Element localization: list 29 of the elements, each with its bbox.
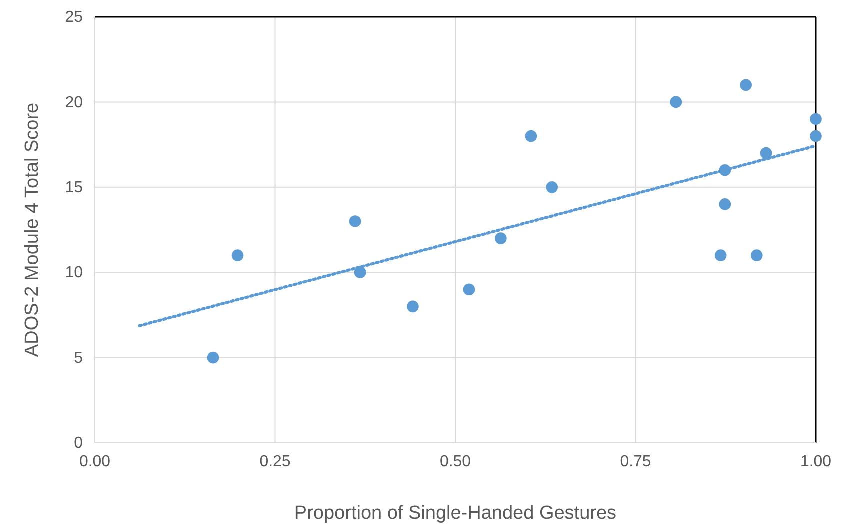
- x-tick-label: 1.00: [800, 453, 832, 470]
- y-tick-label: 15: [65, 180, 84, 197]
- point: [810, 113, 822, 126]
- point: [463, 284, 476, 296]
- point: [349, 216, 362, 228]
- x-axis-title: Proportion of Single-Handed Gestures: [294, 503, 617, 524]
- point: [714, 250, 727, 262]
- y-tick-label: 5: [74, 350, 84, 367]
- y-axis-title: ADOS-2 Module 4 Total Score: [22, 102, 43, 358]
- y-tick-label: 0: [74, 435, 84, 452]
- point: [719, 198, 732, 210]
- point: [525, 130, 538, 142]
- point: [407, 300, 419, 313]
- y-tick-label: 20: [65, 94, 84, 112]
- y-tick-label: 25: [65, 9, 84, 26]
- point: [740, 79, 752, 92]
- x-tick-label: 0.25: [260, 453, 291, 470]
- x-tick-label: 0.75: [620, 453, 652, 470]
- point: [760, 147, 772, 160]
- point: [232, 250, 244, 262]
- x-tick-label: 0.00: [79, 453, 111, 470]
- point: [810, 130, 822, 142]
- point: [670, 96, 682, 108]
- point: [546, 181, 558, 194]
- point: [750, 250, 763, 262]
- y-tick-label: 10: [65, 264, 84, 282]
- point: [495, 232, 507, 244]
- x-tick-label: 0.50: [440, 453, 472, 470]
- point: [207, 352, 220, 364]
